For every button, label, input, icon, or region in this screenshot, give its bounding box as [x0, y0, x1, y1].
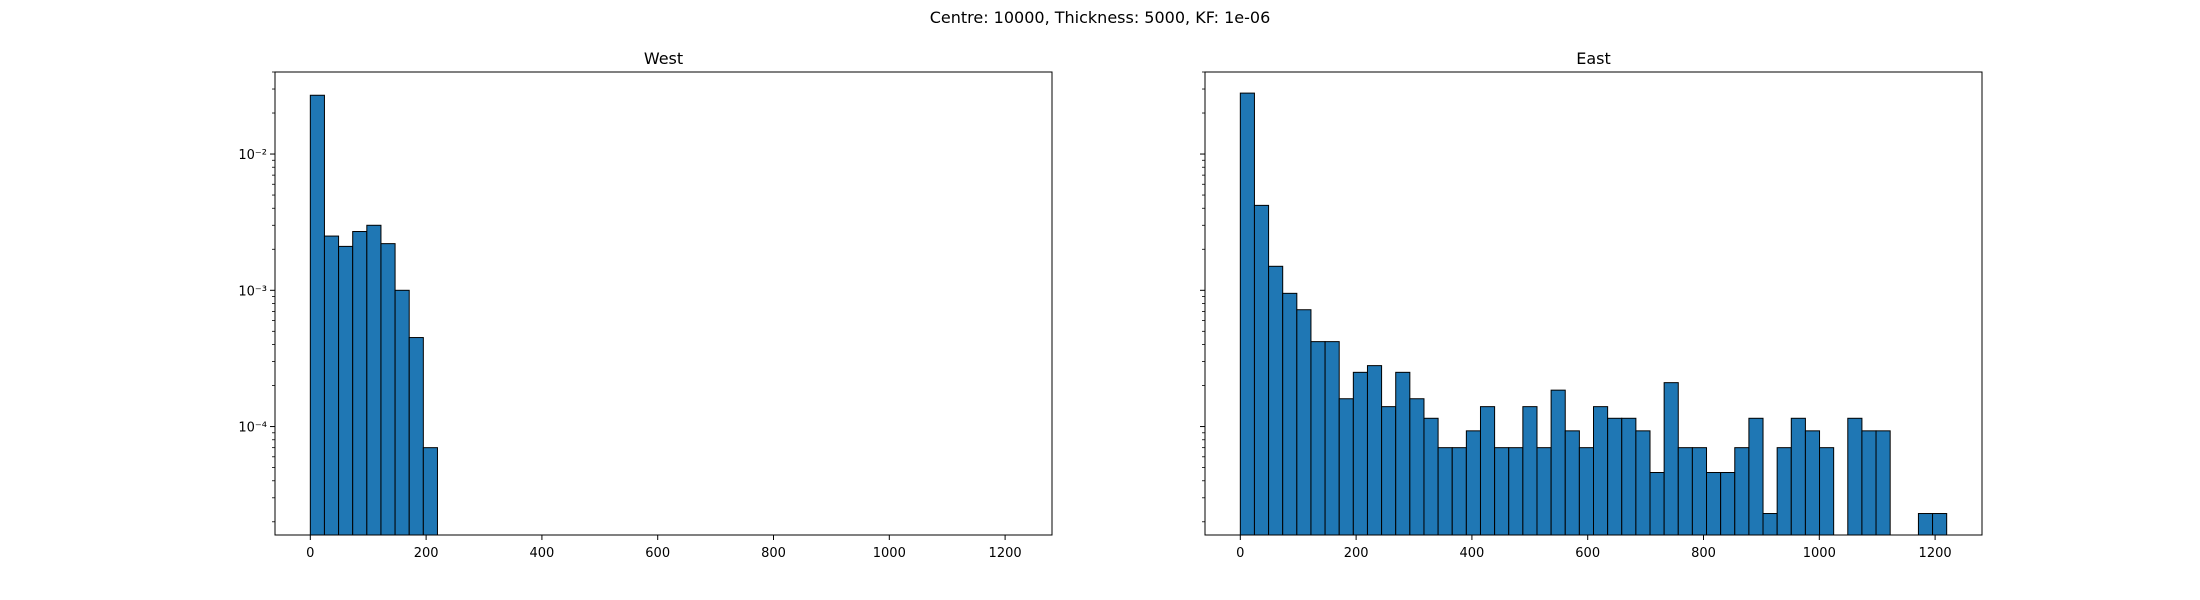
- east-title: East: [1576, 49, 1611, 68]
- east-histogram-bar: [1423, 417, 1439, 536]
- east-histogram-bar: [1734, 447, 1750, 536]
- west-x-tick-label: 400: [529, 546, 554, 561]
- east-histogram-bar: [1677, 447, 1693, 536]
- east-x-tick-label: 0: [1236, 546, 1244, 561]
- east-histogram-bar: [1366, 365, 1383, 536]
- east-histogram-bar: [1479, 406, 1496, 536]
- east-histogram-bar: [1310, 341, 1326, 536]
- east-histogram-bar: [1268, 265, 1284, 536]
- west-y-tick-label: 10⁻³: [238, 284, 267, 299]
- east-x-tick-label: 1000: [1803, 546, 1836, 561]
- east-histogram-bar: [1338, 398, 1354, 536]
- east-histogram-bar: [1550, 389, 1566, 536]
- east-histogram-bar: [1282, 292, 1298, 536]
- east-histogram-bar: [1395, 371, 1411, 536]
- east-histogram-bar: [1578, 447, 1594, 536]
- west-y-tick-label: 10⁻²: [238, 148, 267, 163]
- east-x-tick-label: 600: [1575, 546, 1600, 561]
- east-histogram-bar: [1437, 447, 1453, 536]
- west-title: West: [644, 49, 683, 68]
- east-histogram-bar: [1663, 382, 1679, 536]
- east-histogram-bar: [1847, 417, 1863, 536]
- east-x-tick-label: 400: [1459, 546, 1484, 561]
- east-histogram-bar: [1762, 513, 1778, 536]
- east-histogram-bar: [1932, 513, 1948, 536]
- figure-title: Centre: 10000, Thickness: 5000, KF: 1e-0…: [929, 8, 1271, 27]
- east-histogram-bar: [1239, 92, 1255, 536]
- east-histogram-bar: [1917, 513, 1934, 536]
- east-histogram-bar: [1381, 406, 1397, 536]
- west-y-tick-label: 10⁻⁴: [238, 421, 267, 436]
- east-histogram-bar: [1253, 204, 1270, 536]
- east-histogram-bar: [1607, 417, 1623, 536]
- east-histogram-bar: [1804, 430, 1821, 536]
- east-histogram-bar: [1748, 417, 1764, 536]
- west-x-tick-label: 800: [761, 546, 786, 561]
- west-x-tick-label: 600: [645, 546, 670, 561]
- east-histogram-bar: [1508, 447, 1524, 536]
- east-x-tick-label: 200: [1344, 546, 1369, 561]
- east-histogram-bar: [1522, 406, 1538, 536]
- east-histogram-bar: [1691, 447, 1708, 536]
- east-histogram-bar: [1790, 417, 1806, 536]
- east-histogram-bar: [1494, 447, 1510, 536]
- east-histogram-bar: [1451, 447, 1467, 536]
- east-x-tick-label: 800: [1691, 546, 1716, 561]
- west-x-tick-label: 0: [306, 546, 314, 561]
- east-histogram-bar: [1324, 341, 1340, 536]
- east-histogram-bar: [1706, 472, 1722, 536]
- west-x-tick-label: 1000: [873, 546, 906, 561]
- east-histogram-bar: [1776, 447, 1792, 536]
- east-histogram-bar: [1593, 406, 1609, 536]
- west-x-tick-label: 1200: [989, 546, 1022, 561]
- east-histogram-bar: [1649, 472, 1665, 536]
- east-histogram-bar: [1720, 472, 1736, 536]
- east-histogram-bar: [1465, 430, 1481, 536]
- east-histogram-bar: [1621, 417, 1637, 536]
- east-histogram-bar: [1819, 447, 1835, 536]
- east-histogram-bar: [1409, 398, 1425, 536]
- east-x-tick-label: 1200: [1919, 546, 1952, 561]
- east-histogram-bar: [1564, 430, 1580, 536]
- east-histogram-bar: [1536, 447, 1552, 536]
- west-x-tick-label: 200: [414, 546, 439, 561]
- east-histogram-bar: [1875, 430, 1891, 536]
- east-histogram-bar: [1635, 430, 1651, 536]
- east-histogram-bar: [1296, 309, 1312, 536]
- east-histogram-bar: [1861, 430, 1877, 536]
- east-histogram-bar: [1352, 371, 1368, 536]
